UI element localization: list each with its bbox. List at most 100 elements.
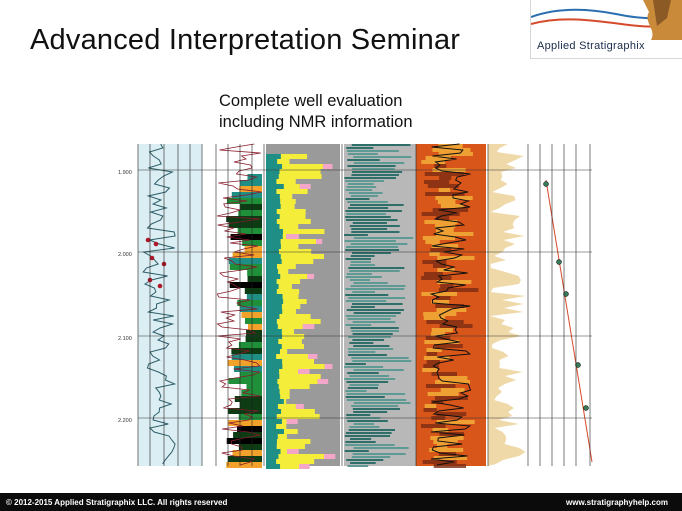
track-4-stripe <box>345 315 397 317</box>
track-2-band <box>232 450 262 456</box>
track-4-stripe <box>345 276 382 278</box>
track-3-yellow <box>276 259 314 264</box>
track-4-stripe <box>353 411 388 413</box>
track-4-stripe <box>350 261 371 263</box>
track-5-heat <box>426 360 440 364</box>
track-3-yellow <box>276 174 322 179</box>
track-5-heat <box>427 184 459 188</box>
track-3-teal <box>266 459 277 464</box>
track-4-stripe <box>350 243 408 245</box>
track-3-teal <box>266 284 279 289</box>
track-5-heat <box>431 328 453 332</box>
track-1-marker <box>145 237 151 243</box>
track-5-heat <box>426 348 442 352</box>
track-3-yellow <box>276 299 307 304</box>
track-5-heat <box>431 244 459 248</box>
track-4-stripe <box>345 444 395 446</box>
track-3-pink <box>299 184 311 189</box>
track-3-pink <box>298 369 310 374</box>
track-3-teal <box>266 159 278 164</box>
track-4-stripe <box>353 282 388 284</box>
track-3-yellow <box>276 359 315 364</box>
track-4-stripe <box>345 300 387 302</box>
track-5-heat <box>424 404 437 408</box>
track-3-pink <box>317 379 329 384</box>
track-3-teal <box>266 214 280 219</box>
track-4-stripe <box>345 180 384 182</box>
track-3-teal <box>266 264 277 269</box>
track-4-stripe <box>344 366 384 368</box>
track-2-band <box>228 420 262 426</box>
track-5-heat <box>434 396 468 400</box>
track-4-stripe <box>353 237 414 239</box>
track-2-band <box>228 222 262 228</box>
track-4-stripe <box>347 387 378 389</box>
track-2-band <box>246 294 262 300</box>
track-3-teal <box>266 279 277 284</box>
track-3-teal <box>266 439 277 444</box>
track-4-stripe <box>350 285 406 287</box>
trend-line <box>545 179 593 463</box>
well-log-image: 1.900 2.000 2.100 2.200 <box>116 140 606 470</box>
track-4-stripe <box>345 363 366 365</box>
track-3-yellow <box>276 319 321 324</box>
track-4-stripe <box>346 147 374 149</box>
track-5-heat <box>433 464 467 468</box>
track-4-stripe <box>353 345 390 347</box>
track-3-teal <box>266 414 277 419</box>
track-3-pink <box>324 364 333 369</box>
track-2-band <box>247 324 262 330</box>
track-3-yellow <box>276 274 308 279</box>
footer-url[interactable]: www.stratigraphyhelp.com <box>566 498 668 507</box>
track-2-band <box>238 210 262 216</box>
logo-text: Applied Stratigraphix <box>537 40 645 52</box>
track-5-heat <box>425 192 465 196</box>
track-4-stripe <box>352 453 406 455</box>
track-2-band <box>228 378 262 384</box>
track-3-pink <box>286 234 299 239</box>
track-4-stripe <box>345 219 398 221</box>
track-4-stripe <box>352 408 401 410</box>
track-5-heat <box>436 296 451 300</box>
slide-subtitle: Complete well evaluation including NMR i… <box>219 91 413 133</box>
track-3-teal <box>266 199 281 204</box>
track-4-stripe <box>351 231 400 233</box>
track-2-band <box>227 456 262 462</box>
track-4-stripe <box>351 174 399 176</box>
track-3-pink <box>286 419 298 424</box>
track-2-band <box>238 444 262 450</box>
well-log-panel: 1.900 2.000 2.100 2.200 <box>118 143 593 469</box>
track-4-stripe <box>348 336 391 338</box>
track-4-stripe <box>347 372 379 374</box>
track-3-yellow <box>276 414 320 419</box>
track-2-curve <box>216 143 262 466</box>
track-3-teal <box>266 304 282 309</box>
track-3-yellow <box>276 289 300 294</box>
track-5-heat <box>425 156 451 160</box>
track-4-stripe <box>346 309 404 311</box>
trend-point <box>563 291 569 297</box>
track-4-stripe <box>345 210 402 212</box>
track-3-teal <box>266 194 280 199</box>
track-3-yellow <box>276 354 308 359</box>
track-3-teal <box>266 449 281 454</box>
track-4-stripe <box>346 150 399 152</box>
track-4-stripe <box>347 201 388 203</box>
track-5-heat <box>424 220 458 224</box>
track-3-teal <box>266 444 277 449</box>
track-3-yellow <box>276 374 321 379</box>
track-3-pink <box>307 274 315 279</box>
track-5-heat <box>425 240 440 244</box>
track-2-band <box>241 390 262 396</box>
track-5-heat <box>434 164 447 168</box>
track-3-pink <box>322 164 333 169</box>
track-4-stripe <box>344 240 397 242</box>
track-4-stripe <box>345 396 385 398</box>
track-3-yellow <box>276 249 312 254</box>
track-3-teal <box>266 429 284 434</box>
track-5-heat <box>436 420 475 424</box>
track-5-heat <box>421 424 446 428</box>
track-4-stripe <box>351 456 391 458</box>
track-3-teal <box>266 244 281 249</box>
track-2-band <box>226 438 262 444</box>
